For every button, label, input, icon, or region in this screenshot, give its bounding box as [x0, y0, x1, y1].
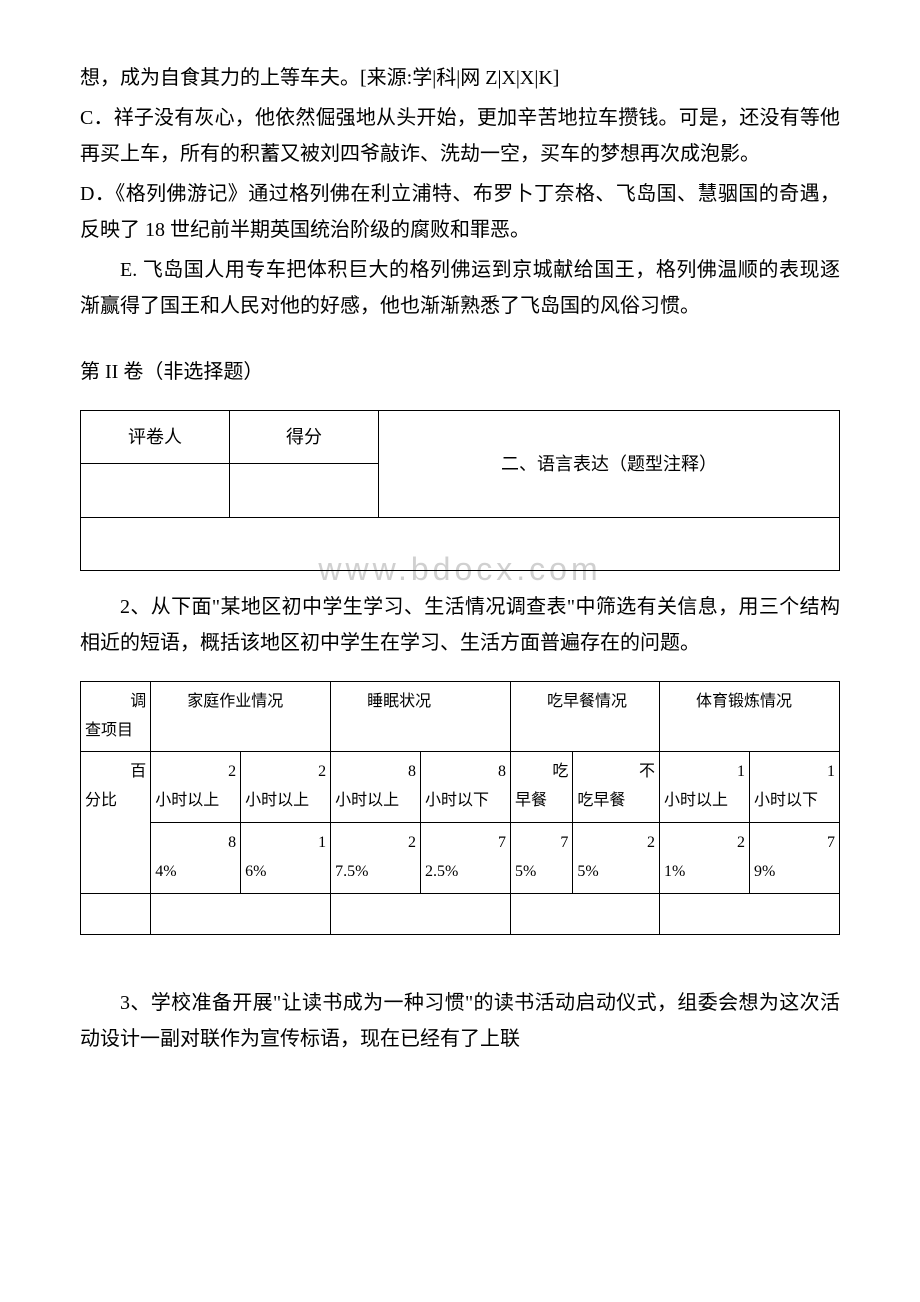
option-e: E. 飞岛国人用专车把体积巨大的格列佛运到京城献给国王，格列佛温顺的表现逐渐赢得… — [80, 252, 840, 324]
option-c: C．祥子没有灰心，他依然倔强地从头开始，更加辛苦地拉车攒钱。可是，还没有等他再买… — [80, 100, 840, 172]
survey-empty-5 — [660, 893, 840, 935]
survey-sleep-8h-up: 8 小时以上 — [331, 752, 421, 823]
survey-empty-1 — [81, 893, 151, 935]
question-3-text: 3、学校准备开展"让读书成为一种习惯"的读书活动启动仪式，组委会想为这次活动设计… — [80, 985, 840, 1057]
question-2-text: 2、从下面"某地区初中学生学习、生活情况调查表"中筛选有关信息，用三个结构相近的… — [80, 589, 840, 661]
option-b-continued: 想，成为自食其力的上等车夫。[来源:学|科|网 Z|X|X|K] — [80, 60, 840, 96]
section-label: 二、语言表达（题型注释） — [379, 411, 840, 518]
survey-empty-3 — [331, 893, 511, 935]
survey-hw-2h-up2: 2 小时以上 — [241, 752, 331, 823]
survey-eat-75: 7 5% — [510, 822, 572, 893]
survey-sleep-8h-down: 8 小时以下 — [421, 752, 511, 823]
survey-header-sleep: 睡眠状况 — [331, 681, 511, 752]
survey-hw-2h-up: 2 小时以上 — [151, 752, 241, 823]
survey-ex-79: 7 9% — [749, 822, 839, 893]
survey-no-breakfast: 不 吃早餐 — [573, 752, 660, 823]
survey-sleep-725: 7 2.5% — [421, 822, 511, 893]
survey-noeat-25: 2 5% — [573, 822, 660, 893]
survey-eat-breakfast: 吃 早餐 — [510, 752, 572, 823]
survey-empty-4 — [510, 893, 659, 935]
survey-table: 调 查项目 家庭作业情况 睡眠状况 吃早餐情况 体育锻炼情况 百 分比 2 小时… — [80, 681, 840, 936]
survey-exercise-1h-up: 1 小时以上 — [660, 752, 750, 823]
survey-hw-16: 1 6% — [241, 822, 331, 893]
survey-empty-2 — [151, 893, 331, 935]
survey-header-homework: 家庭作业情况 — [151, 681, 331, 752]
score-header: 得分 — [230, 411, 379, 464]
option-d: D．《格列佛游记》通过格列佛在利立浦特、布罗卜丁奈格、飞岛国、慧骃国的奇遇，反映… — [80, 176, 840, 248]
grader-header: 评卷人 — [81, 411, 230, 464]
survey-percent-label: 百 分比 — [81, 752, 151, 893]
survey-sleep-275: 2 7.5% — [331, 822, 421, 893]
section-2-title: 第 II 卷（非选择题） — [80, 354, 840, 390]
grader-cell — [81, 464, 230, 517]
score-cell — [230, 464, 379, 517]
grade-table: 评卷人 得分 二、语言表达（题型注释） — [80, 410, 840, 571]
survey-header-breakfast: 吃早餐情况 — [510, 681, 659, 752]
survey-header-1: 调 查项目 — [81, 681, 151, 752]
grade-table-bottom — [81, 517, 840, 570]
survey-hw-84: 8 4% — [151, 822, 241, 893]
survey-exercise-1h-down: 1 小时以下 — [749, 752, 839, 823]
survey-header-exercise: 体育锻炼情况 — [660, 681, 840, 752]
survey-ex-21: 2 1% — [660, 822, 750, 893]
